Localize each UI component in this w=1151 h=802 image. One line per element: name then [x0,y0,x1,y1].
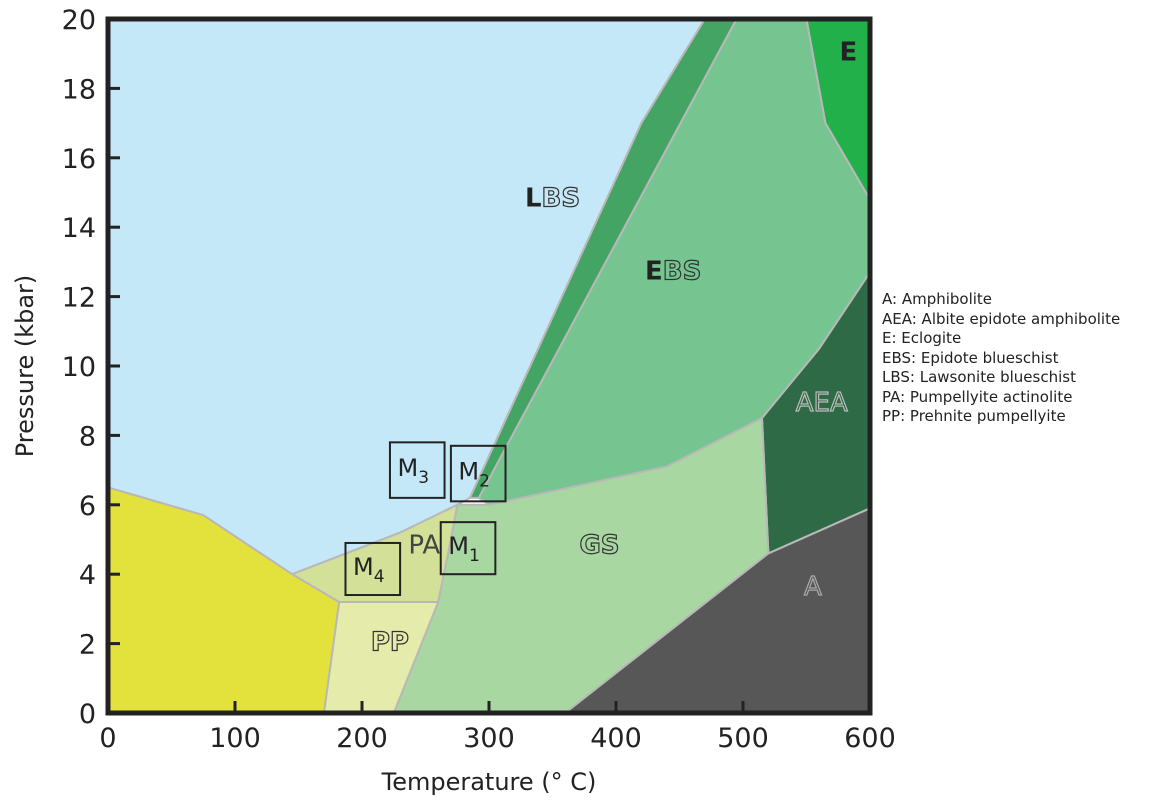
x-tick-label: 500 [717,723,769,754]
legend-item-e: E: Eclogite [882,329,962,347]
x-axis-label: Temperature (° C) [381,768,597,796]
x-tick-label: 100 [209,723,261,754]
x-tick-label: 200 [336,723,388,754]
sample-box-label: M2 [458,458,490,492]
sample-box-m3 [388,441,446,499]
facies-regions [107,18,871,714]
y-tick-label: 14 [62,213,96,244]
legend-item-pp: PP: Prehnite pumpellyite [882,407,1066,425]
legend-item-pa: PA: Pumpellyite actinolite [882,387,1073,406]
sample-box-m4 [344,541,402,597]
y-axis-label: Pressure (kbar) [11,275,39,458]
legend-item-a: A: Amphibolite [882,290,993,308]
region-label-lbs: LBS [525,183,580,213]
region-labels: LBS EBS E AEA GS A PA PP [370,38,858,658]
y-tick-label: 0 [79,699,96,730]
region-label-gs: GS [579,530,619,560]
x-tick-label: 0 [99,723,116,754]
region-label-ebs: EBS [645,256,701,286]
sample-box-label: M4 [353,553,385,587]
legend-item-aea: AEA: Albite epidote amphibolite [882,309,1121,328]
legend-item-ebs: EBS: Epidote blueschist [882,348,1059,367]
region-label-pa: PA [408,530,440,560]
y-tick-label: 18 [62,74,96,105]
x-tick-label: 400 [590,723,642,754]
sample-boxes: M3 M2 M1 M4 [344,441,507,597]
region-label-aea: AEA [796,388,848,418]
sample-box-m1 [439,521,497,576]
y-tick-label: 2 [79,630,96,661]
legend-item-lbs: LBS: Lawsonite blueschist [882,368,1076,386]
sample-box-label: M1 [448,532,480,566]
y-tick-label: 10 [62,352,96,383]
x-tick-label: 600 [844,723,896,754]
y-tick-label: 12 [62,283,96,314]
x-tick-label: 300 [463,723,515,754]
y-tick-label: 16 [62,144,96,175]
region-label-e: E [840,38,858,68]
y-tick-label: 8 [79,421,96,452]
axis-ticks: 0 100 200 300 400 500 600 0 2 4 6 8 10 12 14 16 18 20 [62,5,896,754]
y-tick-label: 20 [62,5,96,36]
region-label-a: A [804,572,822,602]
sample-box-label: M3 [397,454,429,488]
region-label-pp: PP [371,628,409,658]
y-tick-label: 6 [79,491,96,522]
sample-box-m2 [449,444,507,503]
y-tick-label: 4 [79,560,96,591]
